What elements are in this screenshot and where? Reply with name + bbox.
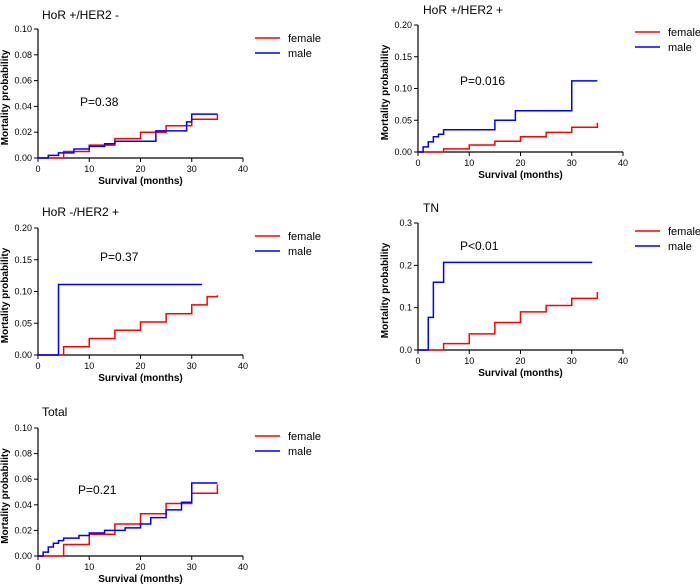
x-tick-label: 0 [35,562,40,572]
x-tick-label: 40 [618,356,628,366]
legend-label-male: male [288,246,312,258]
panel-1: HoR +/HER2 - 0.00 0.02 0.04 0.06 0.08 0.10 0 10 2… [0,8,321,187]
x-tick-label: 10 [84,361,94,371]
series-line-female [38,114,219,159]
panel-4: TN 0.0 0.1 0.2 0.3 0 10 20 30 40 Survival (months)… [380,201,700,379]
y-tick-label: 0.00 [14,153,32,163]
x-tick-label: 10 [464,356,474,366]
x-tick-label: 20 [135,164,145,174]
y-tick-label: 0.06 [14,76,32,86]
y-tick-label: 0.06 [14,474,32,484]
x-tick-label: 40 [618,158,628,168]
x-tick-label: 30 [567,356,577,366]
y-tick-label: 0.10 [14,287,32,297]
y-tick-label: 0.00 [14,350,32,360]
y-tick-label: 0.2 [399,260,412,270]
x-tick-label: 20 [135,562,145,572]
series-line-female [38,295,219,356]
y-axis-title: Mortality probability [380,44,391,140]
y-tick-label: 0.08 [14,50,32,60]
x-axis-title: Survival (months) [478,170,562,181]
x-axis-title: Survival (months) [98,176,182,187]
y-tick-label: 0.04 [14,500,32,510]
y-tick-label: 0.10 [394,84,412,94]
x-tick-label: 30 [187,361,197,371]
series-line-male [38,482,218,557]
y-tick-label: 0.05 [394,115,412,125]
x-tick-label: 20 [515,158,525,168]
y-axis-title: Mortality probability [380,242,391,338]
p-value-annotation: P=0.016 [460,74,505,88]
legend-label-male: male [288,446,312,458]
x-tick-label: 30 [187,164,197,174]
p-value-annotation: P=0.37 [100,250,139,264]
y-tick-label: 0.02 [14,525,32,535]
x-tick-label: 10 [464,158,474,168]
legend-label-female: female [668,27,700,39]
legend-label-female: female [288,431,321,443]
y-tick-label: 0.04 [14,101,32,111]
panel-title: TN [423,201,439,215]
legend-label-female: female [288,33,321,45]
y-tick-label: 0.08 [14,449,32,459]
y-tick-label: 0.15 [14,255,32,265]
legend-label-female: female [288,231,321,243]
series-line-female [38,484,219,557]
y-tick-label: 0.1 [399,303,412,313]
series-line-male [418,80,598,153]
y-tick-label: 0.15 [394,52,412,62]
panel-title: Total [42,405,67,419]
x-axis-title: Survival (months) [98,373,182,384]
p-value-annotation: P=0.38 [80,95,119,109]
x-axis-title: Survival (months) [478,368,562,379]
series-line-male [418,261,593,351]
x-tick-label: 40 [238,164,248,174]
y-tick-label: 0.0 [399,345,412,355]
p-value-annotation: P<0.01 [460,239,499,253]
panel-title: HoR +/HER2 + [423,3,503,17]
legend-label-male: male [668,241,692,253]
series-line-male [38,283,202,356]
series-line-female [418,122,599,153]
x-tick-label: 40 [238,361,248,371]
y-tick-label: 0.20 [394,20,412,30]
y-axis-title: Mortality probability [0,49,11,145]
y-tick-label: 0.10 [14,24,32,34]
y-tick-label: 0.00 [14,551,32,561]
y-tick-label: 0.3 [399,218,412,228]
x-tick-label: 10 [84,562,94,572]
x-tick-label: 20 [515,356,525,366]
x-tick-label: 30 [187,562,197,572]
series-line-female [418,292,599,351]
panel-2: HoR +/HER2 + 0.00 0.05 0.10 0.15 0.20 0 10 20 30 4… [380,3,700,181]
panel-3: HoR -/HER2 + 0.00 0.05 0.10 0.15 0.20 0 10 20 30 4… [0,205,321,384]
x-tick-label: 40 [238,562,248,572]
legend-label-female: female [668,226,700,238]
p-value-annotation: P=0.21 [78,483,117,497]
x-tick-label: 10 [84,164,94,174]
y-tick-label: 0.10 [14,423,32,433]
panel-5: Total 0.00 0.02 0.04 0.06 0.08 0.10 0 10 20 30 40 Su… [0,405,321,585]
x-tick-label: 30 [567,158,577,168]
y-axis-title: Mortality probability [0,448,11,544]
y-axis-title: Mortality probability [0,247,11,343]
x-tick-label: 20 [135,361,145,371]
legend-label-male: male [288,48,312,60]
panel-title: HoR -/HER2 + [42,205,119,219]
y-tick-label: 0.00 [394,147,412,157]
panel-title: HoR +/HER2 - [42,8,119,22]
x-tick-label: 0 [415,158,420,168]
series-line-male [38,113,218,159]
x-tick-label: 0 [415,356,420,366]
x-axis-title: Survival (months) [98,574,182,585]
y-tick-label: 0.20 [14,223,32,233]
x-tick-label: 0 [35,361,40,371]
y-tick-label: 0.02 [14,127,32,137]
x-tick-label: 0 [35,164,40,174]
legend-label-male: male [668,42,692,54]
y-tick-label: 0.05 [14,318,32,328]
